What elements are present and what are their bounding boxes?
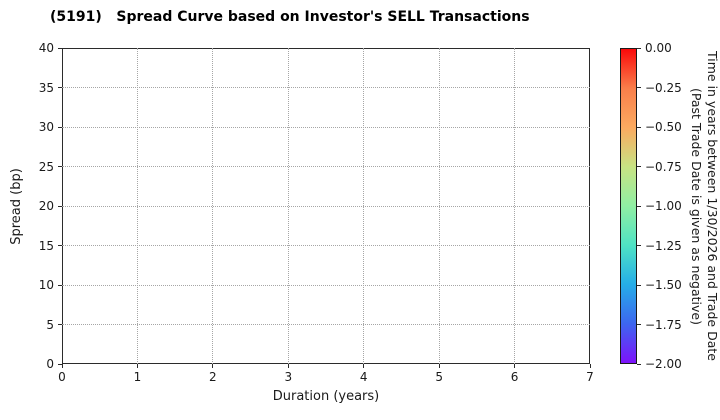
x-tick-mark <box>136 364 138 368</box>
x-tick-mark <box>287 364 289 368</box>
x-tick-mark <box>514 364 516 368</box>
colorbar-tick-mark <box>637 126 641 128</box>
v-gridline <box>363 48 365 364</box>
x-tick-mark <box>61 364 63 368</box>
colorbar-tick-mark <box>637 87 641 88</box>
x-tick-label: 3 <box>284 370 293 384</box>
x-tick-label: 6 <box>510 370 519 384</box>
colorbar-tick-mark <box>637 47 641 49</box>
colorbar-tick-label: −0.25 <box>645 80 682 95</box>
colorbar-tick-mark <box>637 324 641 325</box>
colorbar-tick-mark <box>637 166 641 167</box>
v-gridline <box>212 48 214 364</box>
y-tick-label: 15 <box>38 238 54 253</box>
colorbar-tick-label: −0.75 <box>645 159 682 174</box>
h-gridline <box>62 324 590 325</box>
x-tick-label: 4 <box>359 370 368 384</box>
y-tick-mark <box>58 324 62 325</box>
x-tick-mark <box>212 364 214 368</box>
colorbar-tick-mark <box>637 205 641 207</box>
y-tick-mark <box>58 47 62 49</box>
x-axis-label: Duration (years) <box>272 389 380 404</box>
y-tick-mark <box>58 205 62 207</box>
y-tick-label: 35 <box>38 80 54 95</box>
chart-title: (5191) Spread Curve based on Investor's … <box>50 9 530 25</box>
colorbar-tick-mark <box>637 363 641 365</box>
x-tick-label: 7 <box>586 370 594 384</box>
colorbar-tick-label: −1.50 <box>645 278 682 292</box>
y-tick-label: 30 <box>38 120 54 134</box>
x-tick-label: 2 <box>209 370 217 384</box>
v-gridline <box>514 48 516 364</box>
y-tick-mark <box>58 245 62 246</box>
y-tick-mark <box>58 363 62 365</box>
h-gridline <box>62 126 590 128</box>
y-tick-label: 5 <box>46 317 54 332</box>
v-gridline <box>438 48 440 364</box>
colorbar-tick-mark <box>637 245 641 246</box>
h-gridline <box>62 205 590 207</box>
v-gridline <box>287 48 289 364</box>
x-tick-label: 5 <box>435 370 443 384</box>
x-tick-mark <box>363 364 365 368</box>
colorbar <box>620 48 637 364</box>
y-tick-mark <box>58 284 62 286</box>
colorbar-label: Time in years between 1/30/2026 and Trad… <box>689 51 720 361</box>
h-gridline <box>62 166 590 167</box>
colorbar-tick-label: −0.50 <box>645 120 682 134</box>
y-tick-label: 0 <box>46 357 54 371</box>
colorbar-tick-label: −1.00 <box>645 199 682 213</box>
y-tick-mark <box>58 87 62 88</box>
y-tick-mark <box>58 126 62 128</box>
x-tick-mark <box>589 364 591 368</box>
colorbar-tick-mark <box>637 284 641 286</box>
colorbar-tick-label: 0.00 <box>645 41 672 55</box>
x-tick-label: 1 <box>133 370 142 384</box>
colorbar-tick-label: −1.25 <box>645 238 682 253</box>
y-tick-label: 25 <box>38 159 54 174</box>
colorbar-tick-label: −1.75 <box>645 317 682 332</box>
colorbar-tick-label: −2.00 <box>645 357 682 371</box>
h-gridline <box>62 245 590 246</box>
h-gridline <box>62 284 590 286</box>
v-gridline <box>136 48 138 364</box>
y-tick-mark <box>58 166 62 167</box>
y-tick-label: 20 <box>38 199 54 213</box>
y-tick-label: 40 <box>38 41 54 55</box>
h-gridline <box>62 87 590 88</box>
y-tick-label: 10 <box>38 278 54 292</box>
x-tick-mark <box>438 364 440 368</box>
x-tick-label: 0 <box>58 370 66 384</box>
